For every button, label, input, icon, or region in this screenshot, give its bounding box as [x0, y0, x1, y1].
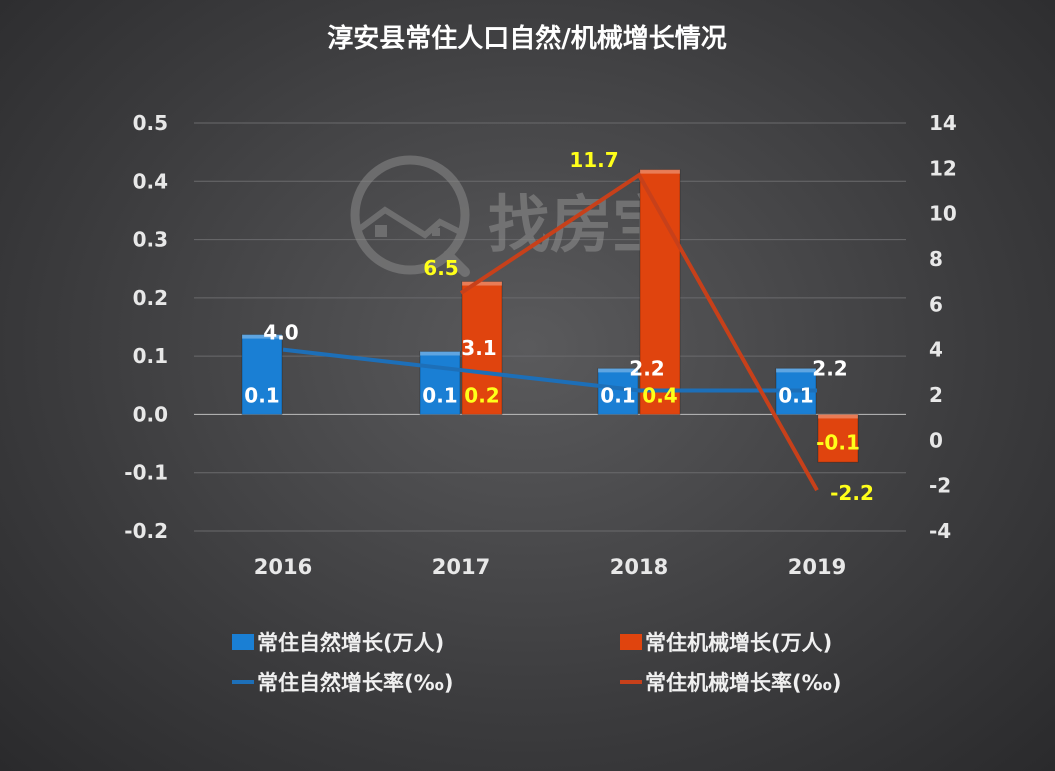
natural-growth-bar	[241, 334, 283, 415]
right-tick-label: 8	[929, 247, 943, 271]
bar-value-label: 0.2	[464, 383, 499, 407]
line-value-label: -2.2	[830, 481, 874, 505]
line-value-label: 2.2	[812, 356, 847, 380]
right-axis: 14 12 10 8 6 4 2 0 -2 -4	[929, 111, 957, 543]
natural-growth-bar	[419, 350, 461, 415]
right-tick-label: 14	[929, 111, 957, 135]
chart-title: 淳安县常住人口自然/机械增长情况	[327, 23, 727, 54]
bar-highlight	[640, 169, 680, 174]
bar-value-label: 0.1	[778, 383, 813, 407]
bar-highlight	[462, 281, 502, 286]
lines	[282, 172, 819, 492]
bar-value-label: 0.1	[600, 383, 635, 407]
line-value-label: 6.5	[423, 256, 458, 280]
left-tick-label: -0.2	[124, 519, 168, 543]
bar-value-label: -0.1	[816, 430, 860, 454]
legend-label: 常住自然增长率(‰)	[257, 671, 453, 695]
right-tick-label: 2	[929, 383, 943, 407]
bar-value-label: 0.1	[244, 383, 279, 407]
category-label: 2018	[610, 555, 668, 579]
right-tick-label: 6	[929, 292, 943, 316]
right-tick-label: 0	[929, 428, 943, 452]
legend-label: 常住机械增长率(‰)	[645, 671, 841, 695]
left-tick-label: 0.4	[133, 169, 168, 193]
mechanical-growth-bar	[817, 413, 859, 463]
legend-bar-swatch	[232, 634, 254, 650]
bar-highlight	[242, 334, 282, 339]
left-tick-label: 0.2	[133, 286, 168, 310]
bar-highlight	[776, 368, 816, 373]
left-tick-label: 0.3	[133, 228, 168, 252]
bar-highlight	[818, 414, 858, 419]
right-tick-label: -4	[929, 519, 951, 543]
bar-value-label: 0.4	[642, 383, 677, 407]
legend-bar-swatch	[620, 634, 642, 650]
line-value-label: 3.1	[461, 336, 496, 360]
line-value-label: 11.7	[569, 148, 618, 172]
bar-value-label: 0.1	[422, 383, 457, 407]
line-value-label: 2.2	[629, 356, 664, 380]
category-label: 2019	[788, 555, 846, 579]
bar-highlight	[420, 351, 460, 356]
category-label: 2016	[254, 555, 312, 579]
x-axis: 2016 2017 2018 2019	[254, 555, 846, 579]
gridlines	[194, 122, 906, 532]
legend: 常住自然增长(万人) 常住机械增长(万人) 常住自然增长率(‰) 常住机械增长率(‰)	[232, 631, 841, 695]
data-labels: 0.1 0.1 0.1 0.1 0.2 0.4 -0.1 4.0 3.1 2.2 2.2 6.5 11.…	[244, 148, 874, 505]
mechanical-rate-line	[459, 172, 819, 492]
right-tick-label: 4	[929, 338, 943, 362]
natural-rate-line	[282, 347, 817, 393]
legend-label: 常住机械增长(万人)	[645, 631, 832, 655]
bar-highlight	[598, 368, 638, 373]
mechanical-growth-bar	[461, 281, 503, 415]
line-value-label: 4.0	[263, 321, 298, 345]
left-tick-label: -0.1	[124, 461, 168, 485]
left-axis: 0.5 0.4 0.3 0.2 0.1 0.0 -0.1 -0.2	[124, 111, 168, 543]
right-tick-label: 12	[929, 156, 957, 180]
right-tick-label: 10	[929, 202, 957, 226]
right-tick-label: -2	[929, 474, 951, 498]
left-tick-label: 0.5	[133, 111, 168, 135]
category-label: 2017	[432, 555, 490, 579]
watermark-logo	[350, 155, 470, 277]
left-tick-label: 0.0	[133, 402, 168, 426]
left-tick-label: 0.1	[133, 344, 168, 368]
legend-label: 常住自然增长(万人)	[257, 631, 444, 655]
